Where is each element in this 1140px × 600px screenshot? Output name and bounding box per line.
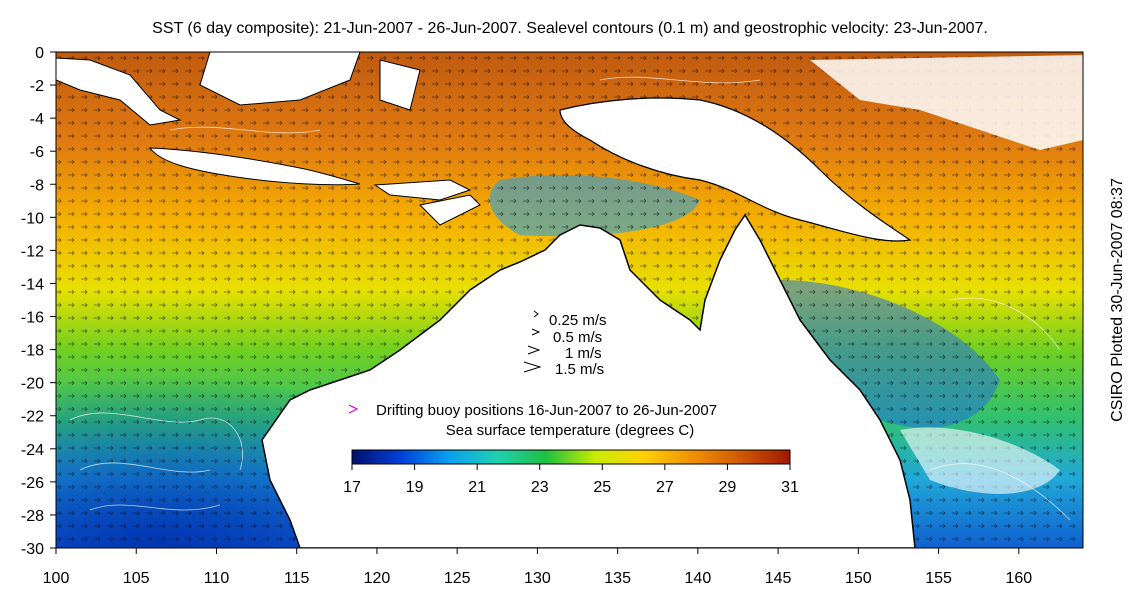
plot-title: SST (6 day composite): 21-Jun-2007 - 26-… (152, 20, 988, 37)
velocity-legend-15: 1.5 m/s (555, 361, 604, 378)
y-tick-label: 0 (35, 45, 44, 62)
y-tick-label: -10 (21, 210, 44, 227)
colorbar-tick-label: 29 (719, 479, 737, 496)
land-australia (261, 213, 916, 548)
x-tick-label: 100 (43, 570, 70, 587)
y-tick-label: -2 (30, 78, 44, 95)
plot-frame (55, 51, 1084, 549)
colorbar-ticks: 17 19 21 23 25 27 29 31 (343, 464, 799, 496)
x-tick-label: 105 (123, 570, 150, 587)
colorbar-tick-label: 27 (656, 479, 674, 496)
map-layer (56, 52, 1083, 548)
colorbar-tick-label: 21 (468, 479, 486, 496)
y-tick-label: -26 (21, 475, 44, 492)
y-tick-label: -16 (21, 310, 44, 327)
land-lesser-sunda (373, 179, 472, 201)
cloud-mask-north (810, 55, 1083, 150)
velocity-legend-1: 1 m/s (565, 345, 602, 362)
velocity-legend-025: 0.25 m/s (549, 312, 607, 329)
x-tick-label: 145 (765, 570, 792, 587)
land-sulawesi (379, 59, 421, 111)
land-sumatra (56, 57, 182, 126)
land-java (148, 147, 361, 186)
colorbar-tick-label: 25 (593, 479, 611, 496)
arrow-1-icon (527, 345, 541, 355)
y-tick-label: -4 (30, 111, 44, 128)
y-tick-label: -18 (21, 343, 44, 360)
x-tick-label: 130 (524, 570, 551, 587)
x-tick-label: 125 (444, 570, 471, 587)
velocity-legend: 0.25 m/s 0.5 m/s 1 m/s 1.5 m/s (523, 310, 607, 378)
arrow-15-icon (523, 361, 542, 373)
x-tick-label: 135 (604, 570, 631, 587)
colorbar-tick-label: 19 (406, 479, 424, 496)
colorbar-label: Sea surface temperature (degrees C) (446, 422, 694, 439)
buoy-legend: Drifting buoy positions 16-Jun-2007 to 2… (376, 402, 717, 419)
sealevel-contours (69, 76, 1071, 521)
buoy-marker-icon (348, 404, 359, 414)
y-tick-label: -6 (30, 144, 44, 161)
x-tick-label: 150 (845, 570, 872, 587)
x-tick-label: 160 (1005, 570, 1032, 587)
arrow-05-icon (531, 328, 541, 336)
land-timor (418, 194, 481, 226)
y-tick-label: -14 (21, 276, 44, 293)
y-tick-label: -22 (21, 409, 44, 426)
colorbar (351, 449, 791, 465)
x-axis: 100 105 110 115 120 125 130 135 140 145 150 155 160 (43, 548, 1032, 587)
y-tick-label: -20 (21, 376, 44, 393)
y-tick-label: -28 (21, 508, 44, 525)
y-axis: 0 -2 -4 -6 -8 -10 -12 -14 -16 -18 -20 -22 -24 -26 -28 -… (21, 45, 56, 558)
arrow-025-icon (533, 310, 539, 318)
x-tick-label: 140 (685, 570, 712, 587)
x-tick-label: 120 (364, 570, 391, 587)
velocity-legend-05: 0.5 m/s (553, 329, 602, 346)
cloud-mask-coral-sea (900, 427, 1060, 494)
land-new-guinea (559, 97, 912, 242)
colorbar-tick-label: 17 (343, 479, 361, 496)
y-tick-label: -24 (21, 442, 44, 459)
colorbar-tick-label: 23 (531, 479, 549, 496)
y-tick-label: -30 (21, 541, 44, 558)
x-tick-label: 155 (925, 570, 952, 587)
y-tick-label: -12 (21, 243, 44, 260)
land-borneo (199, 52, 361, 106)
x-tick-label: 110 (204, 570, 230, 587)
colorbar-tick-label: 31 (781, 479, 799, 496)
x-tick-label: 115 (284, 570, 310, 587)
y-tick-label: -8 (30, 177, 44, 194)
